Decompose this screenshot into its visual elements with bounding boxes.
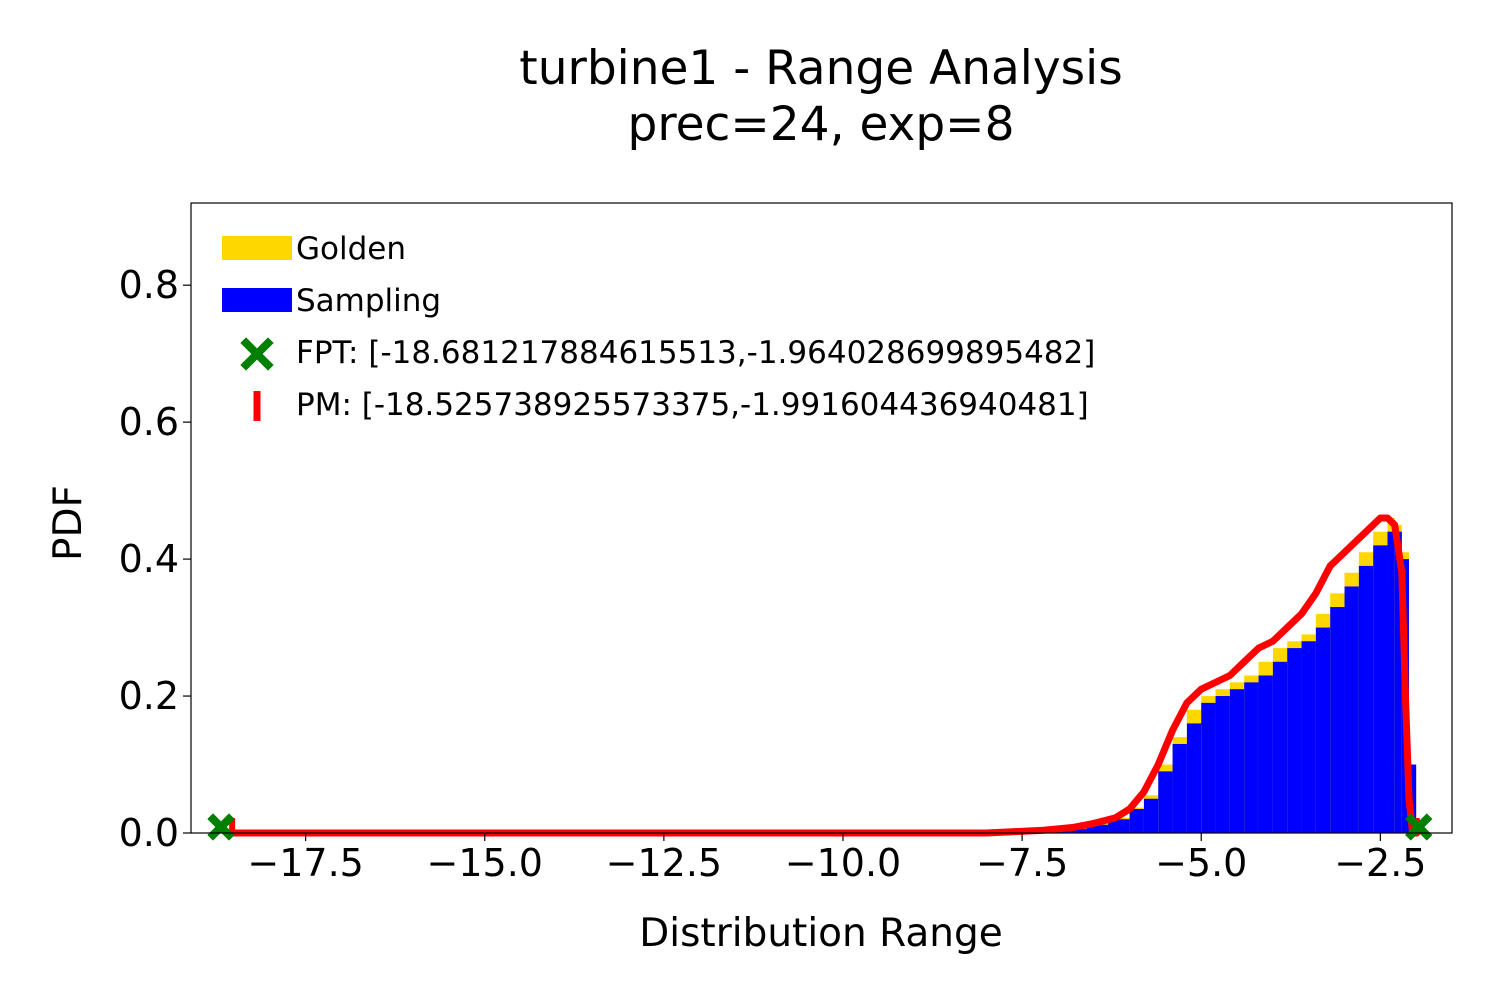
sampling-bar xyxy=(1301,641,1316,833)
sampling-bar xyxy=(1315,627,1331,833)
y-tick-label: 0.6 xyxy=(119,400,179,444)
sampling-bar xyxy=(1129,809,1144,833)
fpt-min-marker xyxy=(207,813,235,841)
x-axis-ticks: −17.5 −15.0 −12.5 −10.0 −7.5 −5.0 −2.5 xyxy=(247,833,1426,885)
sampling-bar xyxy=(1409,764,1417,833)
y-tick-label: 0.2 xyxy=(119,674,179,718)
legend-x-marker-icon xyxy=(240,337,274,371)
legend-label: FPT: [-18.681217884615513,-1.96402869989… xyxy=(296,335,1095,371)
legend-label: Golden xyxy=(296,231,406,267)
sampling-bar xyxy=(1086,824,1109,833)
range-markers xyxy=(207,813,1433,841)
y-tick-label: 0.4 xyxy=(119,537,179,581)
x-tick-label: −2.5 xyxy=(1334,841,1426,885)
sampling-bar xyxy=(1201,702,1216,833)
plot-frame xyxy=(190,202,1453,834)
legend-item: PM: [-18.525738925573375,-1.991604436940… xyxy=(253,387,1089,423)
x-tick-label: −5.0 xyxy=(1155,841,1247,885)
sampling-bar xyxy=(1287,648,1302,833)
x-tick-label: −12.5 xyxy=(606,841,722,885)
legend-label: Sampling xyxy=(296,283,441,319)
sampling-bar xyxy=(1186,723,1202,833)
legend-swatch xyxy=(222,288,292,312)
sampling-bar xyxy=(1387,531,1395,833)
legend-swatch xyxy=(222,236,292,260)
x-tick-label: −17.5 xyxy=(247,841,363,885)
sampling-bar xyxy=(1272,661,1288,833)
x-axis-label: Distribution Range xyxy=(639,911,1003,956)
sampling-bar xyxy=(1143,798,1159,833)
legend: Golden Sampling FPT: [-18.681217884615513,… xyxy=(222,231,1095,423)
sampling-bar xyxy=(1344,586,1359,833)
chart-title-line1: turbine1 - Range Analysis xyxy=(519,41,1122,96)
sampling-bar xyxy=(1172,743,1187,833)
sampling-bar xyxy=(1330,607,1345,833)
fpt-max-marker xyxy=(1405,813,1433,841)
legend-item: FPT: [-18.681217884615513,-1.96402869989… xyxy=(240,335,1095,371)
sampling-bar xyxy=(1108,819,1130,833)
chart-title: turbine1 - Range Analysis prec=24, exp=8 xyxy=(519,41,1122,152)
x-tick-label: −15.0 xyxy=(427,841,543,885)
x-tick-label: −7.5 xyxy=(976,841,1068,885)
legend-item: Golden xyxy=(222,231,406,267)
y-axis-label: PDF xyxy=(46,485,91,561)
chart-title-line2: prec=24, exp=8 xyxy=(628,97,1015,152)
pm-line xyxy=(230,514,1421,837)
y-axis-ticks: 0.0 0.2 0.4 0.6 0.8 xyxy=(119,263,191,855)
pm-line-layer xyxy=(230,514,1421,837)
sampling-bar xyxy=(1258,675,1273,833)
sampling-bar xyxy=(1244,682,1259,833)
sampling-bar xyxy=(1229,689,1245,833)
sampling-bar xyxy=(1358,565,1374,833)
sampling-bar xyxy=(1215,696,1230,833)
sampling-bar xyxy=(1394,531,1402,833)
legend-item: Sampling xyxy=(222,283,441,319)
y-tick-label: 0.8 xyxy=(119,263,179,307)
x-tick-label: −10.0 xyxy=(785,841,901,885)
y-tick-label: 0.0 xyxy=(119,811,179,855)
sampling-bar xyxy=(1158,771,1173,833)
legend-label: PM: [-18.525738925573375,-1.991604436940… xyxy=(296,387,1089,423)
sampling-bar xyxy=(1373,545,1388,833)
